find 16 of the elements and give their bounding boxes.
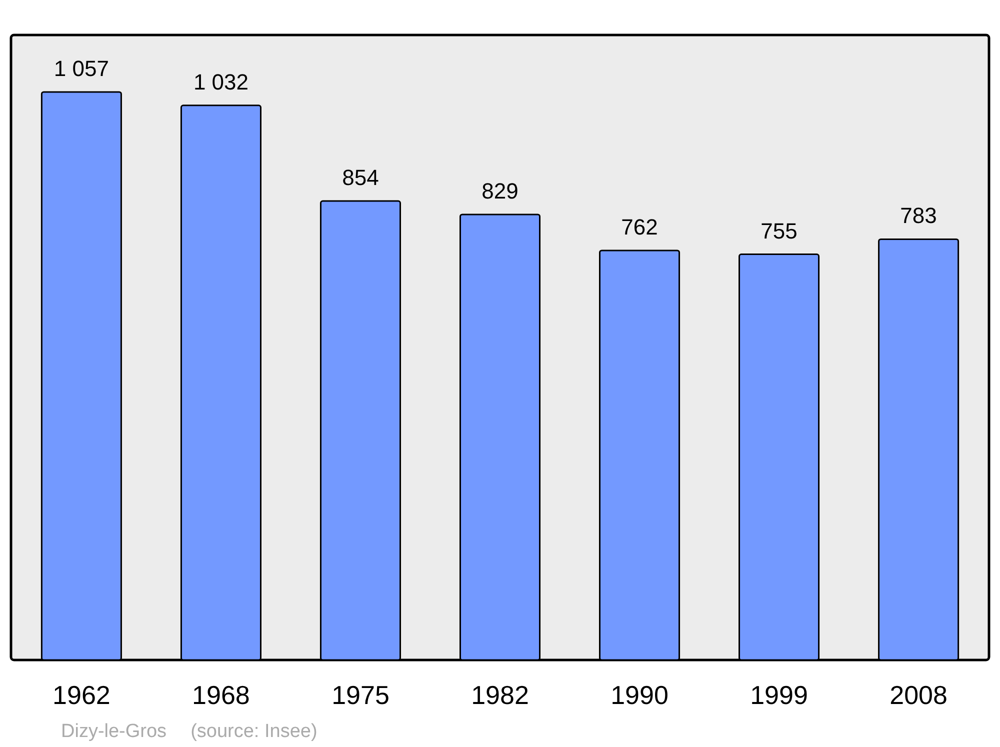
text: Dizy-le-Gros — [61, 721, 167, 742]
data-label: 1 032 — [193, 69, 248, 94]
x-tick-label: 1982 — [471, 680, 529, 710]
x-tick-label: 1999 — [750, 680, 808, 710]
data-label: 783 — [900, 203, 937, 228]
x-tick-label: 1968 — [192, 680, 250, 710]
x-tick-label: 1962 — [52, 680, 110, 710]
data-label: 854 — [342, 165, 379, 190]
text: (source: Insee) — [190, 721, 318, 742]
data-label: 755 — [760, 218, 798, 244]
x-tick-label: 1975 — [332, 680, 390, 710]
x-tick-label: 2008 — [890, 680, 948, 710]
data-label: 829 — [482, 178, 518, 204]
data-label: 1 057 — [54, 56, 109, 81]
x-tick-label: 1990 — [610, 680, 668, 710]
data-label: 762 — [621, 214, 658, 240]
